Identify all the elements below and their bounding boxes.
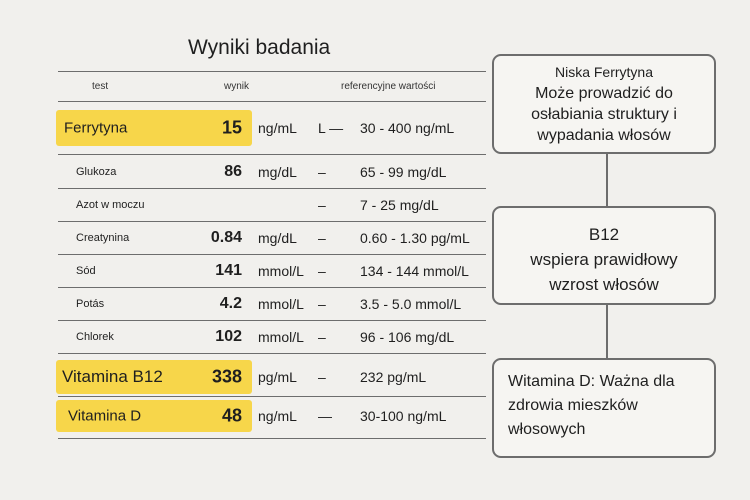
table-row-chloride: Chlorek 102 mmol/L – 96 - 106 mg/dL xyxy=(56,322,486,352)
note-line: wspiera prawidłowy xyxy=(530,250,678,269)
test-flag: – xyxy=(318,197,326,213)
test-reference: 7 - 25 mg/dL xyxy=(360,197,439,213)
row-divider xyxy=(58,353,486,355)
table-bottom-divider xyxy=(58,438,486,440)
row-highlight xyxy=(56,400,252,432)
test-flag: – xyxy=(318,296,326,312)
note-line: włosowych xyxy=(508,421,586,438)
page-title: Wyniki badania xyxy=(188,36,331,59)
table-row-urea-nitrogen: Azot w moczu – 7 - 25 mg/dL xyxy=(56,190,486,220)
note-heading: B12 xyxy=(588,225,620,244)
note-b12: B12 wspiera prawidłowy wzrost włosów xyxy=(492,206,716,305)
test-value: 15 xyxy=(221,117,242,138)
test-name: Chlorek xyxy=(76,331,114,343)
test-unit: mmol/L xyxy=(258,263,304,279)
test-reference: 96 - 106 mg/dL xyxy=(360,329,455,345)
test-flag: — xyxy=(318,408,332,424)
note-heading: Niska Ferrytyna xyxy=(554,64,654,80)
test-value: 48 xyxy=(221,405,242,426)
table-row-ferritin: Ferrytyna 15 ng/mL L — 30 - 400 ng/mL xyxy=(56,110,486,146)
test-value: 0.84 xyxy=(210,229,242,246)
note-line: wzrost włosów xyxy=(549,275,659,294)
test-flag: L — xyxy=(318,120,344,136)
header-divider xyxy=(58,101,486,103)
test-name: Glukoza xyxy=(76,166,117,178)
test-flag: – xyxy=(318,230,326,246)
row-divider xyxy=(58,154,486,156)
test-unit: ng/mL xyxy=(258,120,297,136)
connector-line xyxy=(606,305,608,358)
test-reference: 65 - 99 mg/dL xyxy=(360,164,447,180)
test-unit: mmol/L xyxy=(258,329,304,345)
test-reference: 30-100 ng/mL xyxy=(360,408,447,424)
test-unit: pg/mL xyxy=(258,369,297,385)
test-reference: 30 - 400 ng/mL xyxy=(360,120,455,136)
note-line: wypadania włosów xyxy=(537,127,671,144)
test-value: 86 xyxy=(224,163,242,180)
test-name: Ferrytyna xyxy=(64,119,128,137)
test-name: Creatynina xyxy=(76,232,130,244)
row-divider xyxy=(58,320,486,322)
test-name: Vitamina B12 xyxy=(62,367,163,386)
table-row-glucose: Glukoza 86 mg/dL – 65 - 99 mg/dL xyxy=(56,157,486,187)
table-row-sodium: Sód 141 mmol/L – 134 - 144 mmol/L xyxy=(56,256,486,286)
note-line: osłabiania struktury i xyxy=(531,106,677,123)
test-unit: mg/dL xyxy=(258,230,297,246)
row-divider xyxy=(58,396,486,398)
test-value: 338 xyxy=(211,366,242,387)
test-value: 4.2 xyxy=(219,295,242,312)
row-divider xyxy=(58,287,486,289)
test-reference: 0.60 - 1.30 pg/mL xyxy=(360,230,470,246)
row-divider xyxy=(58,254,486,256)
test-reference: 134 - 144 mmol/L xyxy=(360,263,469,279)
table-row-creatinine: Creatynina 0.84 mg/dL – 0.60 - 1.30 pg/m… xyxy=(56,223,486,253)
table-row-potassium: Potás 4.2 mmol/L – 3.5 - 5.0 mmol/L xyxy=(56,289,486,319)
note-line: Witamina D: Ważna dla xyxy=(508,373,675,390)
test-name: Vitamina D xyxy=(68,407,142,425)
table-row-vitamin-b12: Vitamina B12 338 pg/mL – 232 pg/mL xyxy=(56,360,486,394)
test-name: Potás xyxy=(76,298,105,310)
test-name: Sód xyxy=(76,265,96,277)
test-unit: mmol/L xyxy=(258,296,304,312)
row-highlight xyxy=(56,110,252,146)
header-result: wynik xyxy=(224,81,250,92)
table-row-vitamin-d: Vitamina D 48 ng/mL — 30-100 ng/mL xyxy=(56,400,486,432)
test-unit: ng/mL xyxy=(258,408,297,424)
header-reference: referencyjne wartości xyxy=(341,81,436,92)
connector-line xyxy=(606,154,608,206)
test-name: Azot w moczu xyxy=(76,199,145,211)
test-reference: 232 pg/mL xyxy=(360,369,427,385)
test-reference: 3.5 - 5.0 mmol/L xyxy=(360,296,462,312)
test-value: 102 xyxy=(215,328,242,345)
row-divider xyxy=(58,188,486,190)
row-highlight xyxy=(56,360,252,394)
row-divider xyxy=(58,221,486,223)
test-value: 141 xyxy=(215,262,242,279)
test-flag: – xyxy=(318,329,326,345)
note-ferritin: Niska Ferrytyna Może prowadzić do osłabi… xyxy=(492,54,716,154)
test-flag: – xyxy=(318,263,326,279)
test-flag: – xyxy=(318,369,326,385)
note-line: Może prowadzić do xyxy=(535,85,673,102)
table-top-divider xyxy=(58,71,486,73)
note-line: zdrowia mieszków xyxy=(508,397,638,414)
note-vitamin-d: Witamina D: Ważna dla zdrowia mieszków w… xyxy=(492,358,716,458)
test-flag: – xyxy=(318,164,326,180)
test-unit: mg/dL xyxy=(258,164,297,180)
header-test: test xyxy=(92,81,109,92)
